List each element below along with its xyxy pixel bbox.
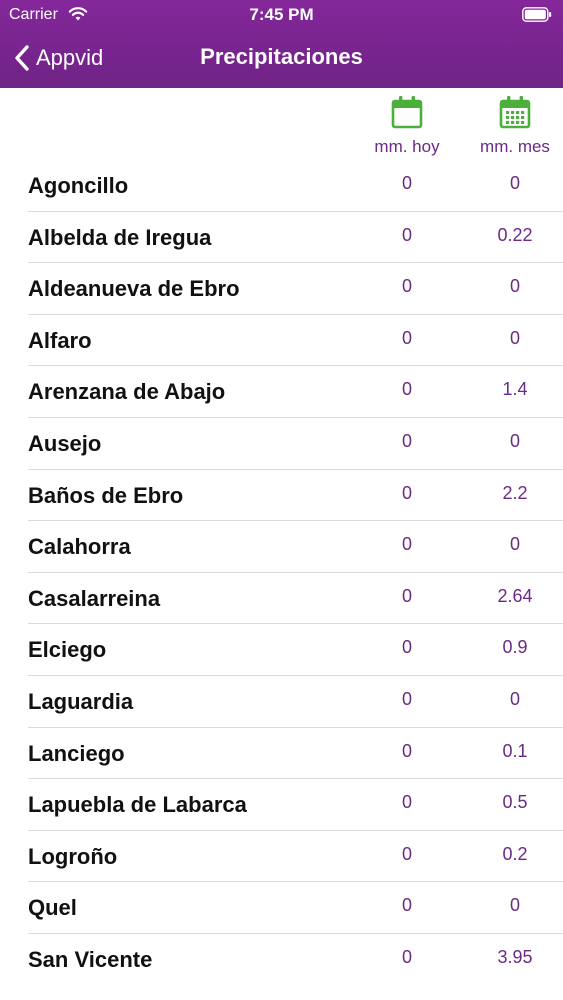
month-value: 1.4 <box>502 379 528 400</box>
location-name: Aldeanueva de Ebro <box>28 276 240 302</box>
list-item[interactable]: Baños de Ebro 0 2.2 <box>0 470 563 522</box>
today-value: 0 <box>401 843 412 864</box>
today-value: 0 <box>401 637 412 658</box>
location-name: Alfaro <box>28 327 92 353</box>
month-value: 0 <box>509 430 520 451</box>
today-value: 0 <box>401 482 412 503</box>
list-item[interactable]: Quel 0 0 <box>0 882 563 934</box>
list-item[interactable]: Casalarreina 0 2.64 <box>0 573 563 625</box>
back-button[interactable]: Appvid <box>14 42 103 74</box>
location-name: Casalarreina <box>28 585 161 611</box>
month-value: 0.9 <box>502 637 528 658</box>
column-header-month: mm. mes <box>460 95 563 157</box>
list-item[interactable]: Alfaro 0 0 <box>0 315 563 367</box>
today-value: 0 <box>401 792 412 813</box>
column-label-today: mm. hoy <box>374 137 440 156</box>
today-value: 0 <box>401 740 412 761</box>
location-name: Albelda de Iregua <box>28 224 212 250</box>
today-value: 0 <box>401 379 412 400</box>
carrier-label: Carrier <box>9 6 58 23</box>
column-header-today: mm. hoy <box>352 95 462 157</box>
month-value: 2.2 <box>502 482 528 503</box>
list-item[interactable]: Arenzana de Abajo 0 1.4 <box>0 366 563 418</box>
month-value: 0 <box>509 173 520 193</box>
list-item[interactable]: Logroño 0 0.2 <box>0 831 563 883</box>
calendar-month-icon <box>499 96 531 129</box>
back-label: Appvid <box>36 45 104 70</box>
wifi-icon <box>68 7 88 21</box>
list-item[interactable]: Lapuebla de Labarca 0 0.5 <box>0 779 563 831</box>
clock: 7:45 PM <box>249 5 314 24</box>
month-value: 0 <box>509 534 520 555</box>
navigation-bar: Appvid Precipitaciones <box>0 30 563 88</box>
list-item[interactable]: Lanciego 0 0.1 <box>0 728 563 780</box>
location-name: Laguardia <box>28 688 134 714</box>
month-value: 0.5 <box>502 792 528 813</box>
month-value: 0.2 <box>502 843 528 864</box>
today-value: 0 <box>401 173 412 193</box>
today-value: 0 <box>401 276 412 297</box>
month-value: 2.64 <box>497 585 533 606</box>
location-name: Lanciego <box>28 740 125 766</box>
list-item[interactable]: Agoncillo 0 0 <box>0 160 563 212</box>
today-value: 0 <box>401 327 412 348</box>
list-item[interactable]: Ausejo 0 0 <box>0 418 563 470</box>
today-value: 0 <box>401 534 412 555</box>
today-value: 0 <box>401 688 412 709</box>
location-name: Arenzana de Abajo <box>28 379 226 405</box>
location-name: Elciego <box>28 637 107 663</box>
month-value: 0.1 <box>502 740 528 761</box>
column-label-month: mm. mes <box>480 137 550 156</box>
location-name: Logroño <box>28 843 118 869</box>
today-value: 0 <box>401 895 412 916</box>
location-name: Ausejo <box>28 430 102 456</box>
list-item[interactable]: San Vicente 0 3.95 <box>0 934 563 986</box>
status-bar: Carrier 7:45 PM <box>0 0 563 30</box>
location-name: Agoncillo <box>28 173 129 198</box>
list-item[interactable]: Laguardia 0 0 <box>0 676 563 728</box>
chevron-left-icon <box>15 45 29 71</box>
month-value: 0 <box>509 276 520 297</box>
today-value: 0 <box>401 430 412 451</box>
location-name: San Vicente <box>28 946 153 972</box>
location-name: Baños de Ebro <box>28 482 184 508</box>
battery-icon <box>522 7 552 22</box>
calendar-day-icon <box>391 96 423 129</box>
precipitation-list: Agoncillo 0 0 Albelda de Iregua 0 0.22 Aldea… <box>0 160 563 986</box>
today-value: 0 <box>401 946 412 967</box>
list-item[interactable]: Elciego 0 0.9 <box>0 624 563 676</box>
location-name: Calahorra <box>28 534 131 560</box>
month-value: 3.95 <box>497 946 533 967</box>
month-value: 0 <box>509 688 520 709</box>
page-title: Precipitaciones <box>200 44 363 69</box>
list-item[interactable]: Calahorra 0 0 <box>0 521 563 573</box>
month-value: 0 <box>509 895 520 916</box>
app-header: Carrier 7:45 PM Appvid Precipitaciones <box>0 0 563 88</box>
month-value: 0 <box>509 327 520 348</box>
location-name: Quel <box>28 895 77 921</box>
list-item[interactable]: Albelda de Iregua 0 0.22 <box>0 212 563 264</box>
list-item[interactable]: Aldeanueva de Ebro 0 0 <box>0 263 563 315</box>
location-name: Lapuebla de Labarca <box>28 792 247 818</box>
month-value: 0.22 <box>497 224 533 245</box>
today-value: 0 <box>401 585 412 606</box>
today-value: 0 <box>401 224 412 245</box>
